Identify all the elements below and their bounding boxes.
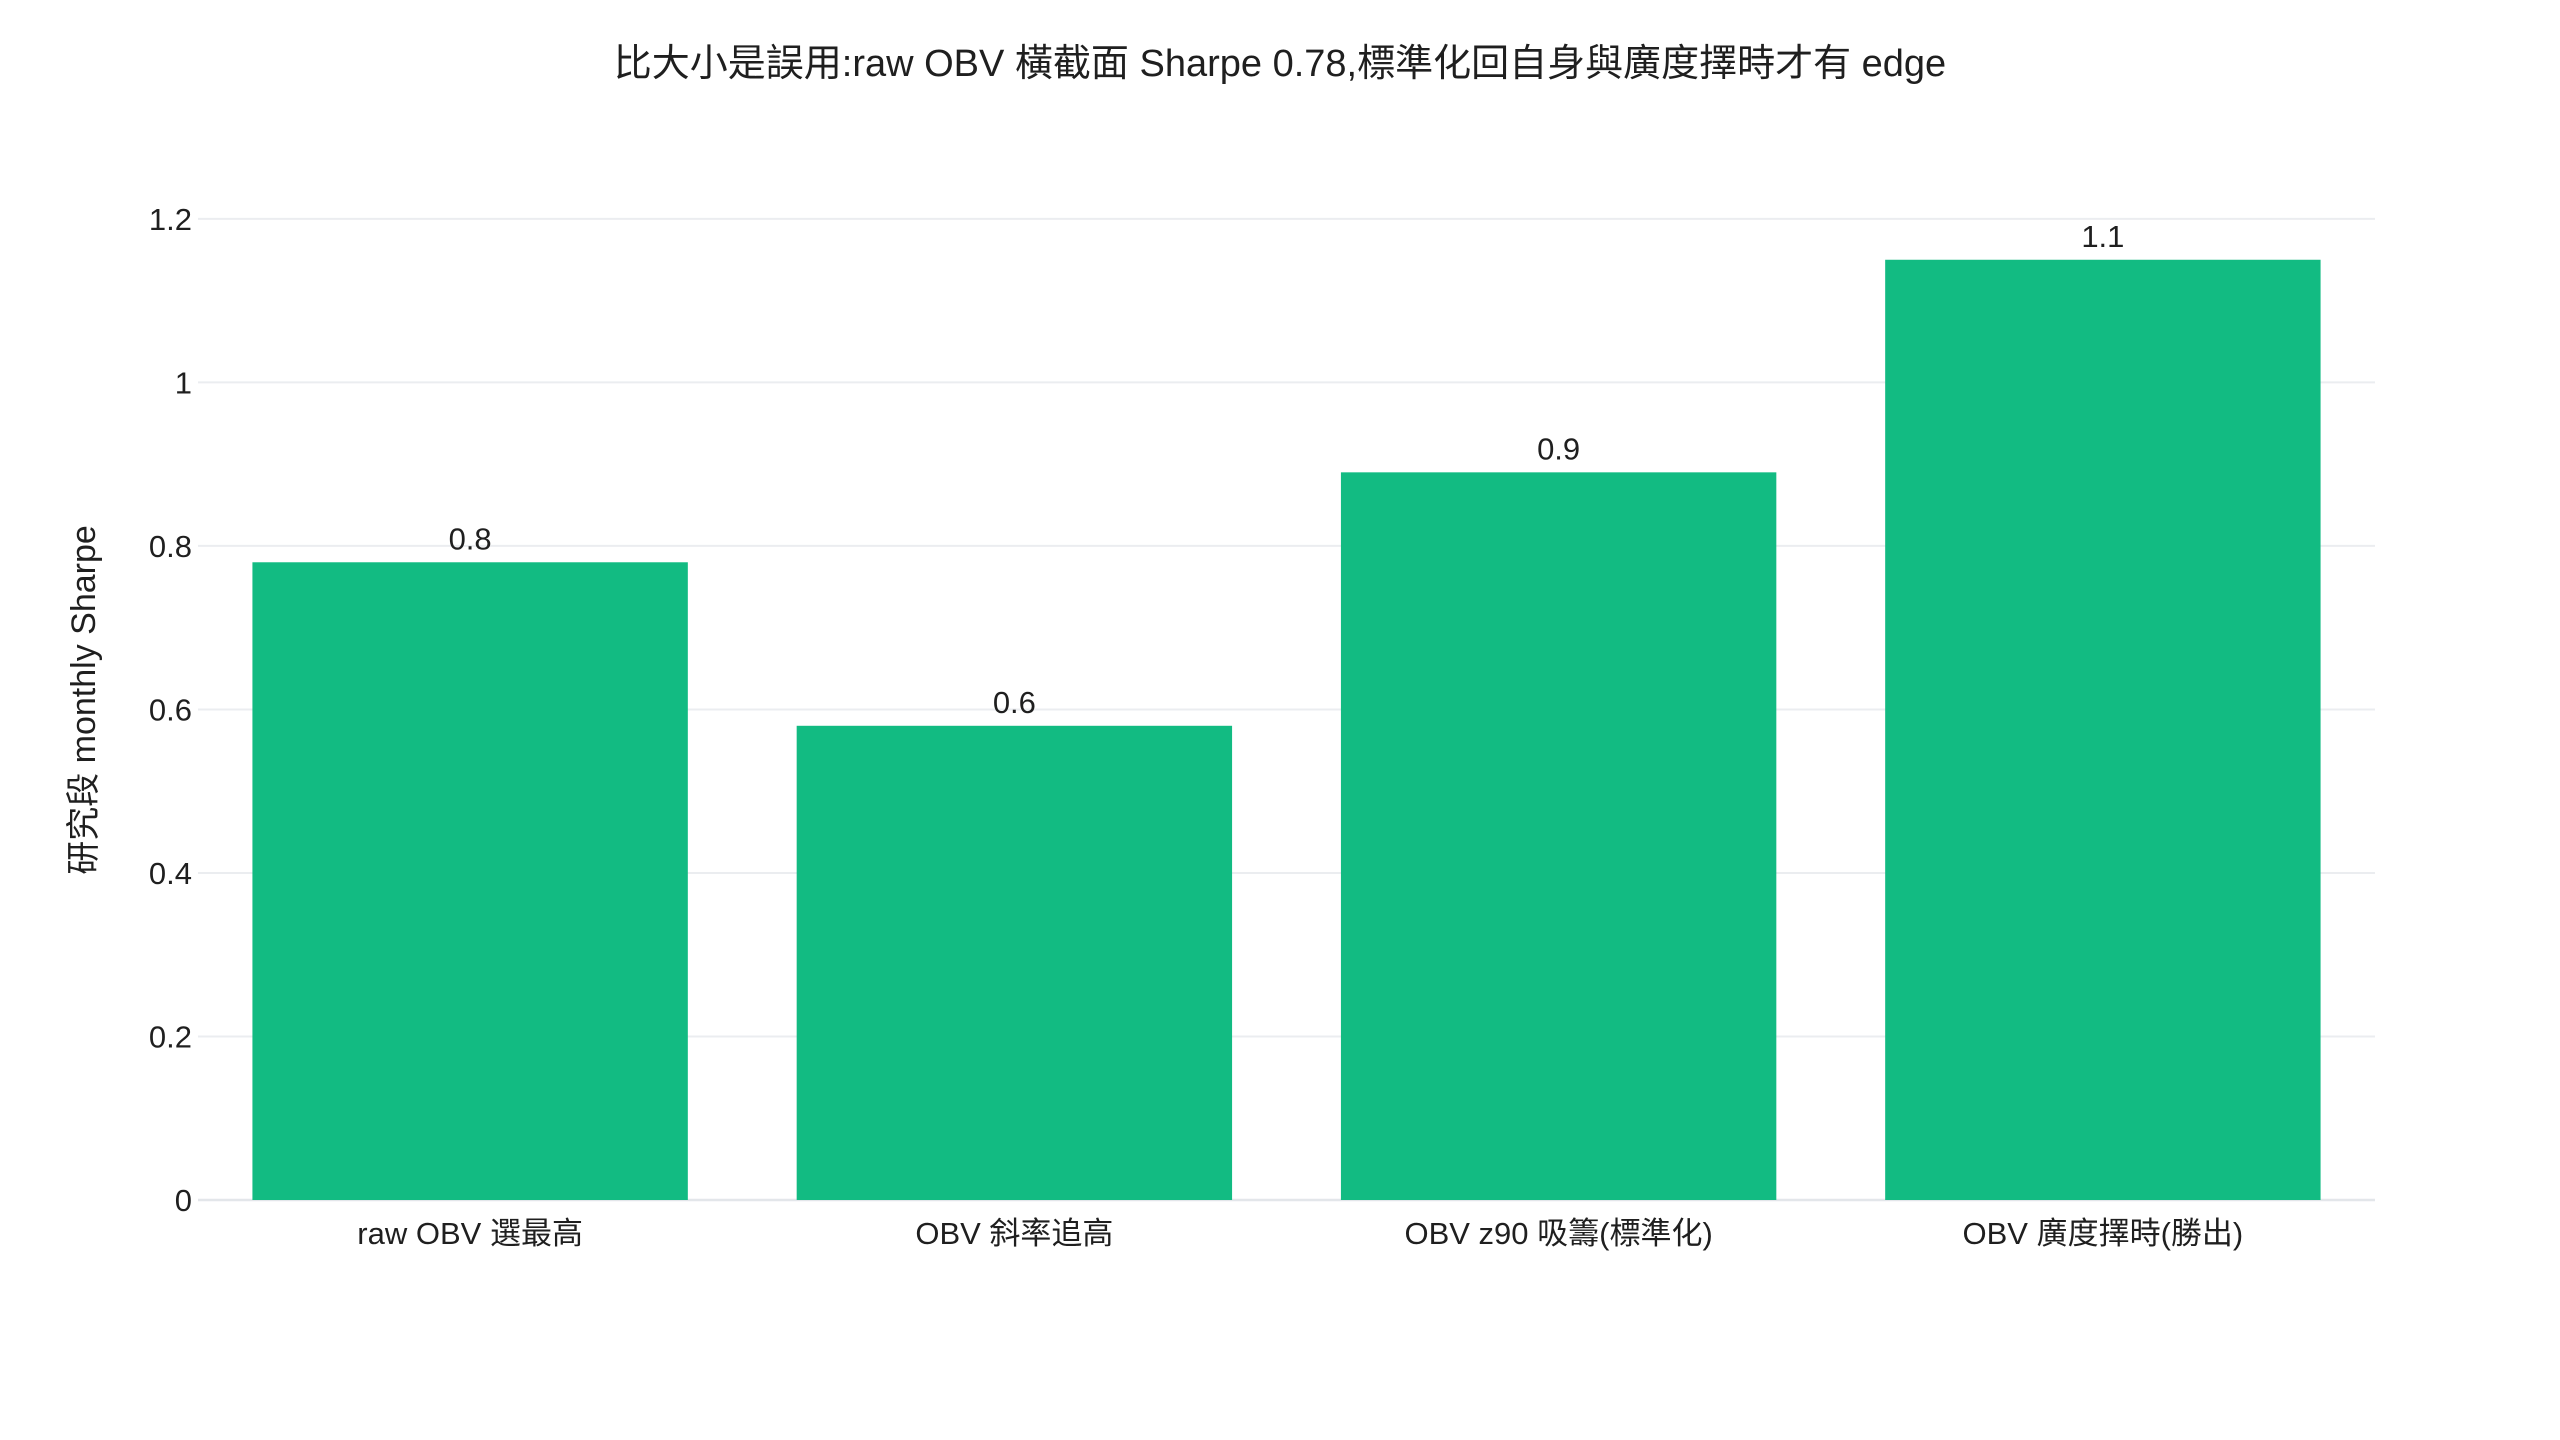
bar [1340, 472, 1777, 1200]
bar [252, 562, 688, 1200]
x-tick-label: raw OBV 選最高 [357, 1216, 583, 1251]
y-tick-label: 1.2 [149, 202, 192, 237]
y-tick-label: 1 [175, 365, 192, 400]
y-axis-ticks: 0 0.2 0.4 0.6 0.8 1 1.2 [149, 202, 192, 1218]
bar [1885, 259, 2321, 1200]
bars [252, 259, 2321, 1200]
chart-title: 比大小是誤用:raw OBV 橫截面 Sharpe 0.78,標準化回自身與廣度… [614, 43, 1946, 85]
y-tick-label: 0.4 [149, 856, 192, 891]
bar-value-label: 1.1 [2081, 219, 2124, 254]
bar-value-label: 0.8 [449, 521, 492, 556]
x-tick-label: OBV z90 吸籌(標準化) [1404, 1216, 1712, 1251]
data-labels: 0.8 0.6 0.9 1.1 [449, 219, 2125, 720]
bar [796, 725, 1233, 1200]
bar-value-label: 0.6 [993, 685, 1036, 720]
y-tick-label: 0.8 [149, 529, 192, 564]
x-axis-ticks: raw OBV 選最高 OBV 斜率追高 OBV z90 吸籌(標準化) OBV 廣度… [357, 1216, 2243, 1251]
y-axis-title: 研究段 monthly Sharpe [65, 525, 103, 875]
y-tick-label: 0 [175, 1183, 192, 1218]
y-tick-label: 0.6 [149, 692, 192, 727]
bar-value-label: 0.9 [1537, 431, 1580, 466]
x-tick-label: OBV 斜率追高 [915, 1216, 1113, 1251]
y-tick-label: 0.2 [149, 1019, 192, 1054]
x-tick-label: OBV 廣度擇時(勝出) [1963, 1216, 2244, 1251]
